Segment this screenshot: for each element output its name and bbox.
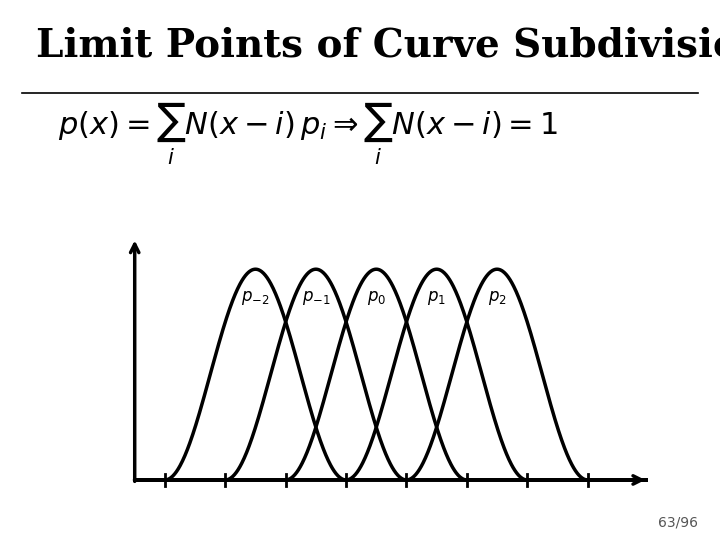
- Text: $p_0$: $p_0$: [366, 289, 386, 307]
- Text: Limit Points of Curve Subdivision: Limit Points of Curve Subdivision: [36, 26, 720, 64]
- Text: $p_2$: $p_2$: [487, 289, 506, 307]
- Text: $p(x) = \sum_i N(x-i)\,p_i \Rightarrow \sum_i N(x-i) = 1$: $p(x) = \sum_i N(x-i)\,p_i \Rightarrow \…: [58, 100, 557, 167]
- Text: $p_1$: $p_1$: [427, 289, 446, 307]
- Text: $p_{-1}$: $p_{-1}$: [302, 289, 330, 307]
- Text: $p_{-2}$: $p_{-2}$: [241, 289, 270, 307]
- Text: 63/96: 63/96: [658, 515, 698, 529]
